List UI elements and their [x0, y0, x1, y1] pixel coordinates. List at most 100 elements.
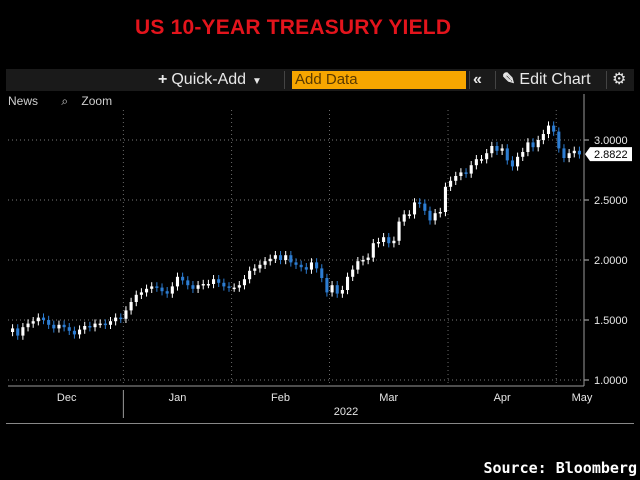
news-button[interactable]: News — [8, 94, 48, 108]
candle-body — [541, 134, 545, 140]
double-chevron-left-icon: « — [473, 71, 482, 88]
candle-body — [165, 291, 169, 294]
candle-body — [52, 324, 56, 329]
y-tick-label: 3.0000 — [594, 135, 628, 147]
x-month-label: Jan — [169, 392, 187, 404]
candle-body — [330, 285, 334, 293]
candle-body — [361, 260, 365, 262]
candle-body — [562, 148, 566, 158]
candle-body — [155, 286, 159, 288]
last-value-label: 2.8822 — [594, 149, 628, 161]
candle-body — [83, 326, 87, 330]
candle-body — [464, 172, 468, 174]
toolbar-divider — [495, 71, 496, 89]
candle-body — [449, 180, 453, 187]
candle-body — [536, 140, 540, 148]
candle-body — [181, 276, 185, 281]
source-credit: Source: Bloomberg — [483, 459, 637, 477]
y-tick-label: 2.5000 — [594, 195, 628, 207]
settings-button[interactable]: ⚙ — [612, 69, 626, 91]
candle-body — [47, 320, 51, 325]
candle-body — [521, 152, 525, 157]
candle-body — [335, 285, 339, 294]
candle-body — [454, 176, 458, 181]
add-data-input[interactable] — [292, 71, 466, 89]
candle-body — [160, 287, 164, 292]
candle-body — [108, 321, 113, 325]
chart-bottom-border — [6, 423, 634, 424]
candle-body — [175, 276, 180, 287]
toolbar-divider — [469, 71, 470, 89]
candle-body — [114, 317, 118, 322]
candle-body — [237, 285, 241, 288]
candle-body — [340, 290, 344, 294]
candle-body — [196, 285, 200, 289]
candle-body — [26, 323, 30, 328]
candle-body — [469, 165, 473, 174]
candle-body — [242, 279, 247, 286]
candle-body — [268, 258, 272, 262]
chart-tools: News ⌕ Zoom — [8, 94, 132, 110]
zoom-label: Zoom — [81, 94, 113, 108]
candle-body — [232, 287, 236, 290]
caret-down-icon: ▼ — [252, 76, 262, 87]
candle-body — [248, 270, 252, 280]
candle-body — [397, 221, 401, 241]
candle-body — [98, 323, 102, 326]
candle-body — [145, 288, 149, 293]
gear-icon: ⚙ — [612, 71, 627, 88]
candle-body — [299, 264, 303, 268]
candle-body — [134, 294, 138, 302]
candle-body — [387, 237, 391, 244]
toolbar-divider — [284, 71, 285, 89]
candle-body — [289, 255, 293, 263]
candle-body — [479, 159, 484, 161]
quick-add-button[interactable]: + Quick-Add ▼ — [158, 69, 262, 91]
candle-body — [78, 329, 82, 335]
candle-body — [433, 213, 437, 221]
candle-body — [351, 269, 355, 277]
candle-body — [253, 268, 257, 271]
candle-body — [206, 284, 210, 286]
candle-body — [67, 327, 71, 331]
candle-body — [139, 292, 143, 295]
candle-body — [485, 153, 489, 160]
candle-body — [258, 264, 262, 269]
candle-body — [170, 286, 174, 294]
y-tick-label: 2.0000 — [594, 255, 628, 267]
collapse-button[interactable]: « — [473, 69, 482, 91]
candle-body — [11, 328, 15, 332]
candle-body — [557, 131, 561, 149]
candle-body — [320, 268, 324, 278]
candle-body — [212, 279, 216, 284]
candle-body — [474, 159, 478, 166]
candle-body — [567, 153, 571, 158]
x-month-label: Dec — [57, 392, 77, 404]
candle-body — [129, 302, 133, 311]
candle-body — [186, 280, 190, 286]
candle-body — [552, 125, 556, 132]
pencil-icon: ✎ — [502, 71, 516, 88]
edit-chart-label: Edit Chart — [519, 71, 591, 88]
candle-body — [402, 214, 406, 222]
x-month-label: May — [572, 392, 593, 404]
candle-body — [217, 279, 221, 283]
candle-body — [505, 148, 509, 161]
edit-chart-button[interactable]: ✎ Edit Chart — [502, 69, 591, 91]
candle-body — [459, 172, 463, 176]
candle-body — [495, 146, 499, 151]
candle-body — [227, 286, 231, 288]
candle-body — [572, 150, 576, 154]
candle-body — [16, 328, 20, 336]
candle-body — [315, 262, 319, 269]
chart-title-bar: US 10-YEAR TREASURY YIELD — [0, 16, 640, 46]
news-label: News — [8, 94, 39, 108]
candle-body — [88, 326, 92, 328]
candle-body — [150, 286, 154, 289]
candle-body — [325, 278, 329, 293]
candle-body — [36, 317, 40, 322]
candle-body — [531, 142, 535, 148]
zoom-button[interactable]: ⌕ Zoom — [61, 94, 122, 108]
x-year-label: 2022 — [334, 406, 358, 418]
